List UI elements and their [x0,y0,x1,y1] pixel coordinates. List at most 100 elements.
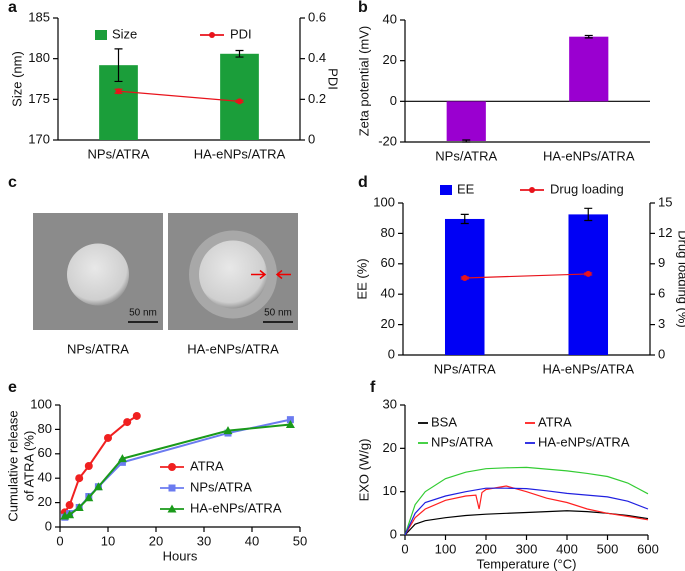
x-tick-label: NPs/ATRA [435,148,497,163]
y-tick-label: 185 [28,9,50,24]
x-tick-label: 0 [401,541,408,556]
panel-label: a [8,0,17,16]
y2-tick-label: 15 [658,194,672,209]
legend-marker [168,463,176,471]
y-axis-label: Size (nm) [9,51,24,107]
legend-marker [168,484,176,492]
y-tick-label: 175 [28,91,50,106]
legend-label: EE [457,181,475,196]
y2-tick-label: 9 [658,255,665,270]
y-tick-label: 80 [381,225,395,240]
marker [65,510,75,519]
y-tick-label: -20 [378,133,397,148]
y-tick-label: 100 [373,194,395,209]
y-tick-label: 60 [381,255,395,270]
line [464,273,589,279]
x-tick-label: 30 [197,533,211,548]
bar [220,53,259,140]
legend-swatch [95,30,107,40]
y2-tick-label: 0 [658,346,665,361]
x-tick-label: HA-eNPs/ATRA [543,361,635,376]
image-label: NPs/ATRA [67,341,129,356]
x-tick-label: 300 [516,541,538,556]
x-axis-label: Temperature (°C) [477,556,577,571]
marker [84,493,94,502]
error-bar [460,213,469,225]
nanoparticle [199,240,267,309]
panel-label: e [8,379,17,396]
marker [93,482,103,491]
marker [132,411,141,420]
marker [118,458,126,466]
y-tick-label: 40 [381,286,395,301]
y-tick-label: 40 [38,470,52,485]
y-axis-label: EE (%) [354,258,369,299]
line [404,466,649,536]
y-axis-label: of ATRA (%) [21,431,36,502]
marker [115,88,122,95]
legend-label: Drug loading [550,181,624,196]
y-tick-label: 10 [383,483,397,498]
y2-tick-label: 12 [658,225,672,240]
line [63,415,138,513]
x-tick-label: 200 [475,541,497,556]
error-bar [462,139,471,143]
y-tick-label: 100 [30,396,52,411]
y2-tick-label: 3 [658,316,665,331]
legend-marker [529,187,535,193]
y-tick-label: 0 [390,526,397,541]
y-tick-label: 180 [28,50,50,65]
y-tick-label: 20 [383,440,397,455]
legend-label: NPs/ATRA [431,434,493,449]
marker [461,274,468,281]
y-tick-label: 40 [383,11,397,26]
x-tick-label: HA-eNPs/ATRA [194,146,286,161]
marker [104,433,112,442]
x-tick-label: 50 [293,533,307,548]
x-axis-label: Hours [163,548,198,563]
x-tick-label: 0 [56,533,63,548]
scale-label: 50 nm [129,308,157,319]
error-bar [114,48,123,83]
legend-label: Size [112,26,137,41]
marker [236,98,243,105]
arrow [251,269,267,280]
marker [74,502,84,511]
x-tick-label: 500 [597,541,619,556]
line [118,90,240,102]
bar [446,101,486,141]
y-tick-label: 20 [381,316,395,331]
y-tick-label: 0 [390,93,397,108]
legend-marker [167,504,177,513]
bar [444,218,485,355]
y-axis-label: Zeta potential (mV) [356,26,371,137]
x-tick-label: NPs/ATRA [88,146,150,161]
y2-tick-label: 0 [308,131,315,146]
error-bar [584,207,593,222]
x-tick-label: 600 [637,541,659,556]
y-tick-label: 20 [38,494,52,509]
y-axis-label: Cumulative release [5,410,20,521]
legend-label: NPs/ATRA [190,479,252,494]
panel-label: c [8,174,17,191]
y2-tick-label: 0.2 [308,91,326,106]
marker [75,474,84,483]
y-tick-label: 60 [38,445,52,460]
y-tick-label: 20 [383,52,397,67]
nanoparticle [67,243,129,306]
y-tick-label: 30 [383,396,397,411]
legend-swatch [440,185,452,195]
x-tick-label: HA-eNPs/ATRA [543,148,635,163]
marker [65,501,74,510]
marker [84,462,93,470]
marker [286,416,294,424]
y-tick-label: 0 [388,346,395,361]
legend-label: PDI [230,26,252,41]
legend-label: ATRA [190,458,224,473]
panel-label: f [370,379,376,396]
x-tick-label: 40 [245,533,259,548]
image-label: HA-eNPs/ATRA [187,341,279,356]
y2-axis-label: Drug loading (%) [676,230,685,328]
y-tick-label: 80 [38,421,52,436]
